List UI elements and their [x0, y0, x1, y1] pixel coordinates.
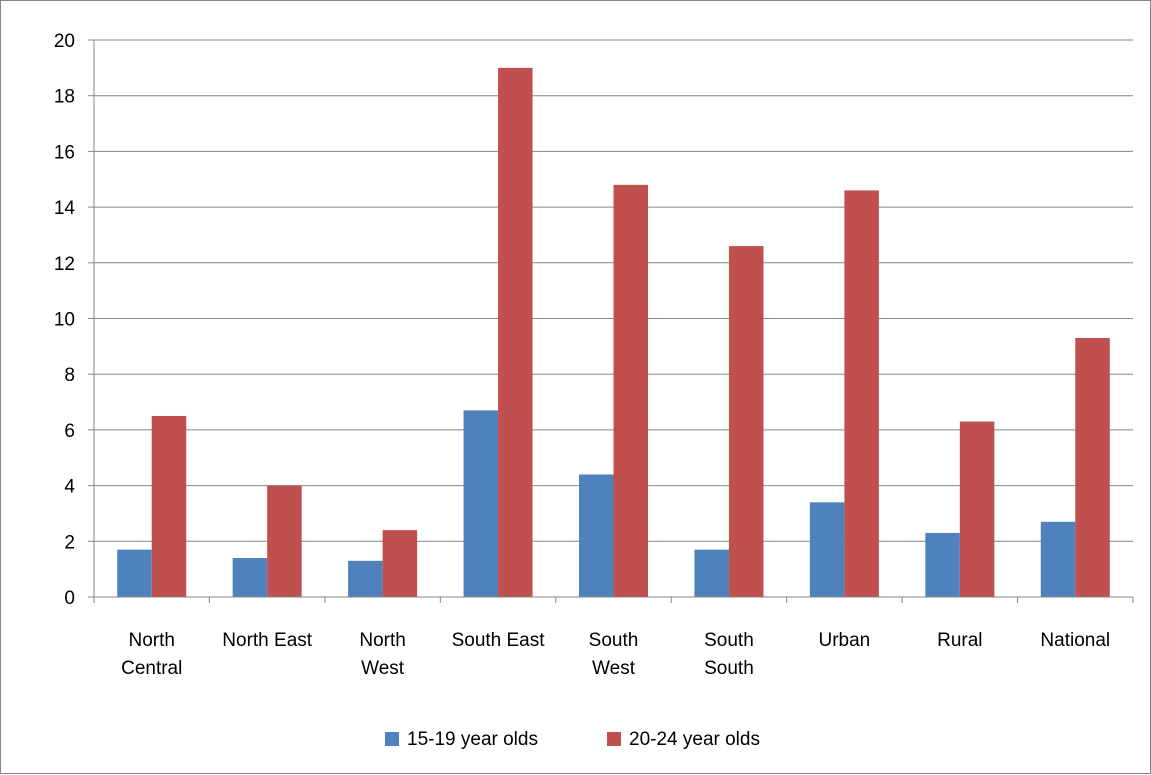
bar-20-24-2	[382, 530, 418, 597]
bar-15-19-7	[925, 532, 960, 597]
bar-20-24-6	[844, 190, 879, 597]
y-tick-label: 14	[54, 198, 76, 219]
x-category-label: National	[1040, 630, 1110, 651]
x-category-label-line: West	[361, 658, 405, 679]
x-category-label: South South	[704, 630, 754, 679]
x-category-label: South West	[589, 630, 639, 679]
bar-15-19-3	[463, 410, 499, 597]
bar-20-24-8	[1075, 337, 1110, 597]
x-category-label-line: North	[359, 630, 405, 651]
x-category-label-line: West	[592, 658, 636, 679]
x-category-label-line: Central	[121, 658, 182, 679]
x-category-label-line: South	[589, 630, 639, 651]
x-category-labels: North Central North East North West South Eas…	[121, 630, 1110, 679]
bar-15-19-5	[694, 549, 729, 597]
y-tick-label: 10	[54, 310, 75, 331]
x-category-label-line: Urban	[819, 630, 871, 651]
x-category-label: Rural	[937, 630, 982, 651]
bar-15-19-6	[809, 502, 845, 597]
x-category-label: North Central	[121, 630, 182, 679]
y-tick-label: 18	[54, 87, 75, 108]
y-tick-label: 12	[54, 254, 75, 275]
bar-20-24-1	[267, 485, 302, 597]
x-category-label: North West	[359, 630, 405, 679]
bar-15-19-1	[232, 558, 268, 597]
x-category-label: North East	[222, 630, 312, 651]
x-category-label: South East	[452, 630, 546, 651]
bar-15-19-8	[1040, 521, 1076, 597]
bar-20-24-3	[498, 67, 533, 598]
x-category-label-line: Rural	[937, 630, 982, 651]
bar-15-19-2	[348, 560, 383, 597]
x-category-label-line: National	[1040, 630, 1110, 651]
bar-15-19-4	[579, 474, 614, 597]
legend-swatch	[385, 732, 399, 746]
axes	[88, 40, 1134, 603]
x-category-label-line: South East	[452, 630, 546, 651]
bar-20-24-0	[151, 415, 187, 597]
x-category-label-line: South	[704, 658, 754, 679]
bar-20-24-4	[613, 184, 648, 597]
y-tick-label: 2	[64, 532, 75, 553]
y-tick-labels: 0 2 4 6 8 10 12 14 16 18 20	[54, 31, 76, 609]
x-category-label-line: North	[128, 630, 174, 651]
legend-label: 15-19 year olds	[407, 729, 538, 750]
legend-swatch	[607, 732, 621, 746]
bar-20-24-7	[959, 421, 995, 597]
y-tick-label: 6	[64, 421, 75, 442]
y-tick-label: 0	[64, 588, 75, 609]
bar-15-19-0	[117, 549, 152, 597]
y-tick-label: 16	[54, 142, 75, 163]
x-category-label: Urban	[819, 630, 871, 651]
bars	[117, 67, 1110, 598]
y-tick-label: 4	[64, 477, 75, 498]
legend: 15-19 year olds 20-24 year olds	[385, 729, 760, 750]
y-tick-label: 8	[64, 365, 75, 386]
y-tick-label: 20	[54, 31, 75, 52]
legend-label: 20-24 year olds	[629, 729, 760, 750]
bar-20-24-5	[728, 246, 764, 597]
x-category-label-line: South	[704, 630, 754, 651]
x-category-label-line: North East	[222, 630, 312, 651]
